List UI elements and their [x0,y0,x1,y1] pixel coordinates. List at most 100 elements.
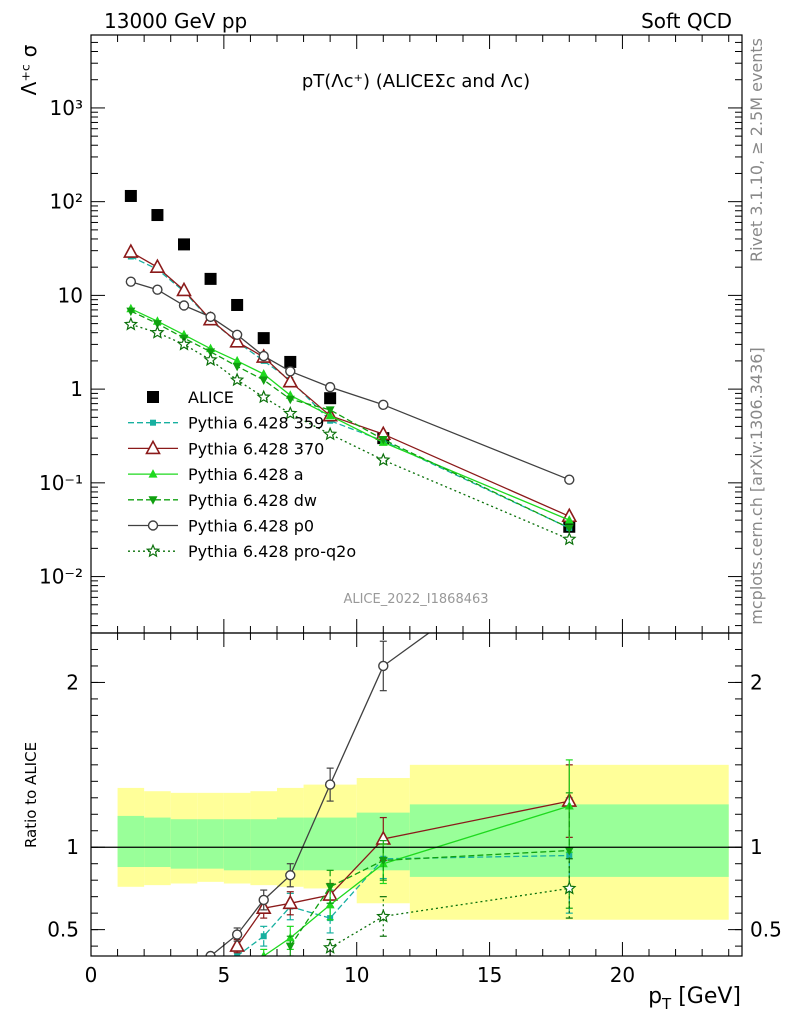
mcplots-label: mcplots.cern.ch [arXiv:1306.3436] [747,347,766,624]
ratio-y-tick-label-right: 2 [750,670,763,694]
ratio-y-tick-label: 0.5 [47,918,79,942]
y-tick-label: 10⁻¹ [39,471,83,495]
data-point [376,452,391,467]
legend-label: Pythia 6.428 dw [188,491,317,510]
data-point [378,436,388,445]
data-point [324,392,337,405]
data-point [152,320,162,329]
data-point [283,405,298,420]
header-right: Soft QCD [641,9,732,33]
ratio-y-tick-label-right: 1 [750,835,763,859]
ratio-y-tick-label: 1 [66,835,79,859]
ratio-point [231,929,243,940]
data-point [232,362,242,372]
ratio-point [205,950,216,956]
main-y-ticks: 10⁻² 10⁻¹ 1 10 10² 10³ [39,34,742,633]
data-point [285,366,296,377]
ratio-point [324,779,336,790]
x-tick-label: 5 [217,963,230,987]
data-point [231,298,244,311]
series-line [130,323,570,540]
legend-label: Pythia 6.428 359 [188,414,324,433]
ratio-uncertainty-bands [117,764,729,920]
legend-entry: Pythia 6.428 370 [128,439,324,458]
ratio-point [285,870,296,881]
series-line [130,308,570,521]
xlabel-sub: T [661,995,672,1013]
ratio-ticks: 0 5 10 15 20 0.5 0.5 1 1 2 2 [47,633,782,987]
data-point [232,355,242,365]
legend-marker [148,469,158,478]
legend-entry: Pythia 6.428 p0 [128,517,314,536]
ratio-series-line [236,854,570,956]
watermark: ALICE_2022_I1868463 [343,592,488,607]
ratio-point [562,880,577,895]
ratio-point [378,660,389,672]
y-tick-label: 10³ [50,96,83,120]
data-point [151,209,164,222]
series-line [130,255,570,529]
ratio-point [325,899,335,909]
data-point [256,389,271,404]
data-point [564,524,574,533]
data-point [123,316,139,331]
legend-entry: ALICE [147,388,234,407]
data-point [150,325,165,339]
data-point [229,372,245,387]
ratio-plot-frame [90,632,743,957]
inner-band [117,815,145,868]
legend-label: Pythia 6.428 pro-q2o [188,542,356,561]
ratio-ylabel: Ratio to ALICE [22,742,40,848]
data-point [562,531,577,546]
data-point [124,189,137,202]
data-point [284,355,297,368]
legend-entry: Pythia 6.428 dw [128,491,317,510]
ratio-series-pythia-6-428-p0 [205,633,430,956]
xlabel-unit: [GeV] [671,984,741,1009]
y-tick-label: 10 [58,283,83,307]
legend: ALICE Pythia 6.428 359 Pythia 6.428 370 Pyt… [128,388,356,561]
legend-label: Pythia 6.428 p0 [188,517,314,536]
xlabel-main: p [648,984,662,1009]
data-point [126,307,136,317]
data-point [149,258,166,273]
data-point [125,276,137,287]
data-point [152,284,163,295]
legend-label: Pythia 6.428 a [188,465,304,484]
ratio-y-tick-label-right: 0.5 [750,918,782,942]
series-pythia-6-428-pro-q2o [123,316,577,546]
data-point [325,406,335,415]
data-point [204,272,217,285]
ratio-y-tick-label: 2 [66,670,79,694]
legend-marker [148,496,158,505]
legend-marker [150,419,156,426]
series-pythia-6-428-p0 [125,276,575,485]
legend-entry: Pythia 6.428 359 [128,414,324,433]
data-point [203,352,218,367]
data-point [176,281,192,297]
ratio-point [258,894,269,906]
data-point [564,474,575,485]
legend-marker [147,520,159,531]
data-point [378,399,389,411]
ratio-point [260,933,267,940]
inner-band [170,819,198,869]
ratio-point [285,942,295,952]
series-pythia-6-428-dw [126,307,574,533]
data-point [123,243,139,258]
data-point [259,368,269,378]
inner-band [277,817,304,871]
series-line [130,310,570,529]
ratio-point [234,953,241,956]
ratio-series-line [236,800,570,947]
data-point [259,376,269,386]
ratio-point [378,856,388,866]
inner-band [197,819,224,869]
y-tick-label: 10⁻² [39,565,83,589]
series-line [130,281,570,481]
data-point [564,515,574,524]
data-point [258,350,269,362]
x-tick-label: 10 [344,963,369,987]
